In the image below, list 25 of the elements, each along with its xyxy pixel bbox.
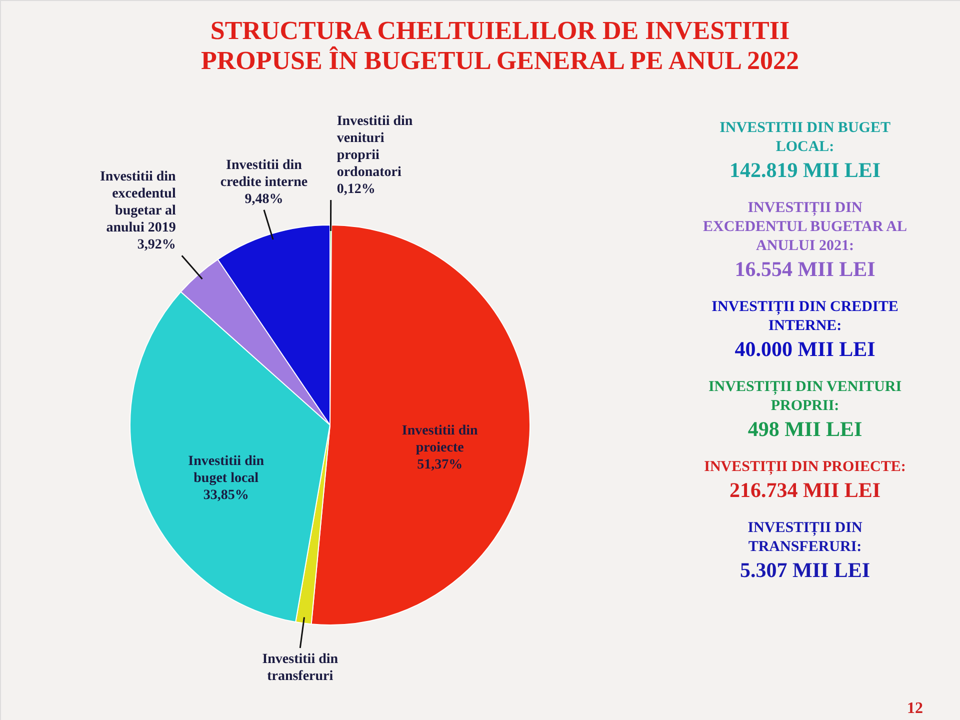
text: INVESTIȚII DIN TRANSFERURI: xyxy=(748,520,862,555)
text: INVESTIȚII DIN EXCEDENTUL BUGETAR AL ANULUI 2021: xyxy=(703,200,907,254)
slice-label: Investitii din excedentul bugetar al anului 2019 xyxy=(100,170,176,236)
data-label: 0,12% xyxy=(336,182,376,197)
data-label: 3,92% xyxy=(137,238,176,253)
data-label: 33,85% xyxy=(203,488,249,504)
text: INVESTIȚII DIN CREDITE INTERNE: xyxy=(712,299,898,334)
text: 12 xyxy=(907,700,923,717)
text: 498 MII LEI xyxy=(748,417,862,441)
text: 142.819 MII LEI xyxy=(729,158,881,182)
data-label: 9,48% xyxy=(244,192,284,207)
slice-label: Investitii din venituri proprii ordonatori xyxy=(336,114,413,180)
data-label: 51,37% xyxy=(417,458,463,473)
text: INVESTIȚII DIN PROIECTE: xyxy=(704,459,906,475)
text: INVESTITII DIN BUGET LOCAL: xyxy=(720,120,890,155)
chart-title: STRUCTURA CHELTUIELILOR DE INVESTITII PROPUSE ÎN BUGETUL GENERAL PE ANUL 2022 xyxy=(200,16,800,75)
text: 16.554 MII LEI xyxy=(734,257,876,281)
text: 40.000 MII LEI xyxy=(734,337,876,361)
text: 5.307 MII LEI xyxy=(740,558,870,582)
slice-label: Investitii din proiecte xyxy=(402,424,478,456)
slice-label: Investitii din buget local xyxy=(188,454,264,486)
text: 216.734 MII LEI xyxy=(729,478,881,502)
text: INVESTIȚII DIN VENITURI PROPRII: xyxy=(708,379,902,414)
slice-label: Investitii din transferuri xyxy=(262,652,338,684)
slice-label: Investitii din credite interne xyxy=(220,158,308,190)
